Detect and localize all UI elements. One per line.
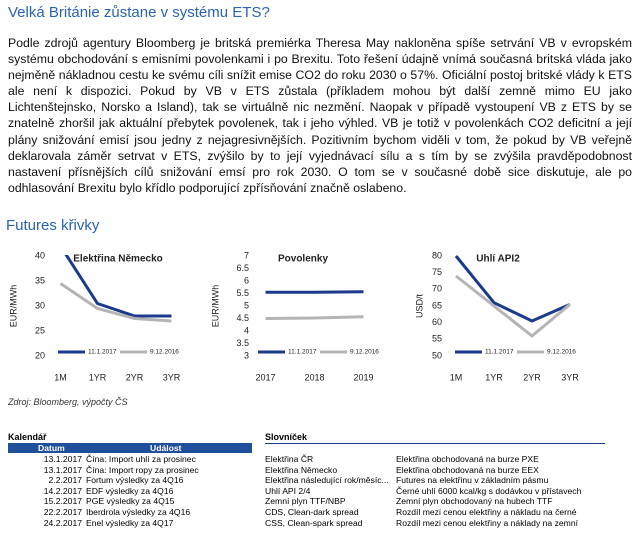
y-axis-label: USD/t (414, 294, 424, 319)
y-tick-label: 5.5 (236, 288, 249, 298)
paragraph: Podle zdrojů agentury Bloomberg je brits… (8, 36, 632, 195)
y-tick-label: 55 (432, 334, 442, 344)
y-tick-label: 7 (244, 250, 249, 260)
series-line (454, 255, 571, 323)
series-line (265, 290, 364, 294)
glossary-definition: Zemní plyn obchodovaný na hubech TTF (396, 496, 553, 507)
series-line (455, 274, 571, 338)
rule (265, 443, 605, 444)
calendar-date: 13.1.2017 (43, 454, 82, 464)
glossary-term: Elektřina ČR (265, 454, 314, 464)
calendar-header-cell: Datum (38, 443, 65, 453)
glossary-term: CSS, Clean-spark spread (265, 517, 363, 528)
calendar-event: Čína: Import ropy za prosinec (86, 464, 199, 475)
glossary-definition: Rozdíl mezi cenou elektřiny a náklady na… (396, 517, 578, 528)
y-tick-label: 20 (35, 350, 45, 360)
calendar-event: EDF výsledky za 4Q16 (86, 485, 174, 496)
series-line (59, 282, 172, 323)
calendar-event: PGE výsledky za 4Q15 (86, 496, 175, 507)
calendar-header (8, 443, 252, 453)
calendar-date: 22.2.2017 (43, 507, 82, 517)
calendar-date: 24.2.2017 (43, 517, 82, 528)
glossary-definition: Elektřina obchodovaná na burze PXE (396, 454, 539, 464)
glossary-title: Slovníček (265, 432, 308, 442)
x-tick-label: 2018 (304, 372, 324, 382)
x-tick-label: 1M (450, 372, 463, 382)
glossary-definition: Rozdíl mezi cenou elektřiny a nákladu na… (396, 507, 577, 517)
x-tick-label: 2017 (255, 372, 275, 382)
x-tick-label: 1M (54, 372, 67, 382)
y-tick-label: 25 (35, 325, 45, 335)
legend-label: 9.12.2016 (350, 349, 379, 356)
legend-label: 11.1.2017 (88, 349, 117, 356)
y-tick-label: 35 (35, 275, 45, 285)
y-tick-label: 4.5 (236, 313, 249, 323)
calendar-event: Enel výsledky za 4Q17 (86, 517, 174, 528)
y-tick-label: 5 (244, 300, 249, 310)
chart-title: Povolenky (278, 254, 328, 265)
glossary-term: Elektřina následující rok/měsíc... (265, 475, 389, 486)
calendar-event: Fortum výsledky za 4Q16 (86, 475, 184, 486)
calendar-title: Kalendář (8, 432, 47, 442)
y-tick-label: 30 (35, 300, 45, 310)
series-line (64, 255, 172, 318)
y-tick-label: 60 (432, 317, 442, 327)
title: Velká Británie zůstane v systému ETS? (8, 4, 270, 21)
y-tick-label: 40 (35, 250, 45, 260)
glossary-term: Zemní plyn TTF/NBP (265, 496, 346, 507)
y-tick-label: 80 (432, 250, 442, 260)
glossary-definition: Černé uhlí 6000 kcal/kg s dodávkou v pří… (396, 485, 582, 496)
legend-label: 9.12.2016 (150, 349, 179, 356)
x-tick-label: 2YR (126, 372, 144, 382)
y-axis-label: EUR/MWh (8, 285, 18, 328)
glossary-term: CDS, Clean-dark spread (265, 507, 359, 517)
glossary-definition: Futures na elektřinu v základním pásmu (396, 475, 549, 486)
y-tick-label: 6.5 (236, 263, 249, 273)
calendar-event: Iberdrola výsledky za 4Q16 (86, 507, 191, 517)
legend-label: 11.1.2017 (485, 349, 514, 356)
calendar-header-cell: Událost (150, 443, 182, 453)
x-tick-label: 2019 (353, 372, 373, 382)
legend-label: 11.1.2017 (288, 349, 317, 356)
calendar-date: 15.2.2017 (43, 496, 82, 507)
y-axis-label: EUR/MWh (210, 285, 220, 328)
glossary-definition: Elektřina obchodovaná na burze EEX (396, 464, 539, 475)
glossary-term: Elektřina Německo (265, 464, 338, 475)
series-line (265, 315, 364, 320)
y-tick-label: 6 (244, 275, 249, 285)
legend-label: 9.12.2016 (547, 349, 576, 356)
chart-title: Elektřina Německo (73, 254, 163, 265)
x-tick-label: 2YR (523, 372, 541, 382)
calendar-date: 13.1.2017 (43, 464, 82, 475)
x-tick-label: 1YR (485, 372, 503, 382)
source: Zdroj: Bloomberg, výpočty ČS (8, 397, 128, 407)
y-tick-label: 50 (432, 350, 442, 360)
calendar-date: 14.2.2017 (43, 485, 82, 496)
section-title: Futures křivky (6, 217, 100, 234)
x-tick-label: 3YR (163, 372, 181, 382)
y-tick-label: 3 (244, 350, 249, 360)
y-tick-label: 3.5 (236, 338, 249, 348)
calendar-event: Čína: Import uhlí za prosinec (86, 454, 196, 464)
calendar-date: 2.2.2017 (48, 475, 82, 486)
y-tick-label: 75 (432, 267, 442, 277)
x-tick-label: 1YR (89, 372, 107, 382)
chart-title: Uhlí API2 (476, 254, 520, 265)
glossary-term: Uhlí API 2/4 (265, 485, 311, 496)
y-tick-label: 65 (432, 300, 442, 310)
x-tick-label: 3YR (561, 372, 579, 382)
y-tick-label: 70 (432, 284, 442, 294)
y-tick-label: 4 (244, 325, 249, 335)
